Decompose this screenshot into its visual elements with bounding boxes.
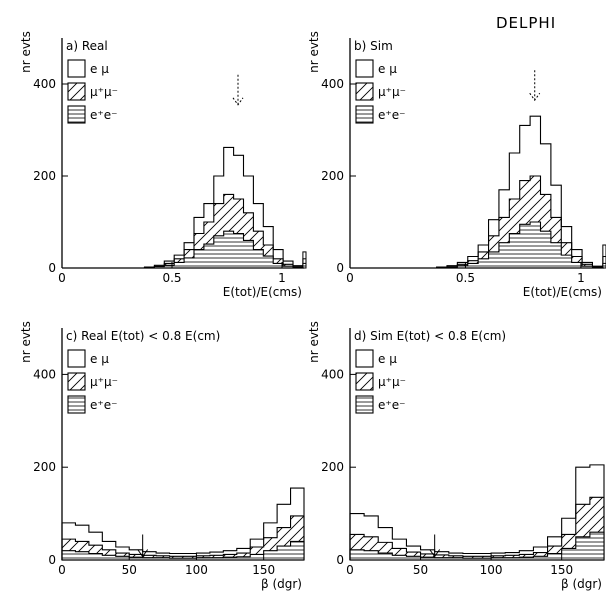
panel-title: d) Sim E(tot) < 0.8 E(cm) — [354, 329, 506, 343]
panel-c: 0 200 400 0 50 100 150 nr evts β (dgr) c) Real E(… — [19, 321, 305, 591]
legend-label: μ⁺μ⁻ — [90, 85, 118, 99]
legend-swatch-diagonal — [67, 82, 86, 101]
x-tick-label: 50 — [122, 563, 137, 577]
x-tick-label: 50 — [413, 563, 428, 577]
legend-label: e⁺e⁻ — [378, 398, 405, 412]
x-tick-label: 100 — [185, 563, 208, 577]
x-tick-label: 0 — [346, 563, 354, 577]
panel-title: b) Sim — [354, 39, 393, 53]
delphi-label: DELPHI — [496, 14, 557, 32]
y-tick-label: 400 — [321, 77, 344, 91]
x-tick-label: 0 — [58, 563, 66, 577]
panel-d: 0 200 400 0 50 100 150 nr evts β (dgr) d) Sim E(t… — [307, 321, 605, 591]
y-tick-label: 0 — [336, 261, 344, 275]
x-tick-label: 100 — [480, 563, 503, 577]
legend-swatch-none — [355, 349, 374, 368]
hist-horizontal-a — [143, 230, 304, 269]
legend-swatch-none — [67, 59, 86, 78]
y-tick-label: 200 — [321, 460, 344, 474]
y-tick-label: 200 — [321, 169, 344, 183]
legend-swatch-none — [355, 59, 374, 78]
legend-swatch-diagonal — [355, 82, 374, 101]
x-tick-label: 1 — [577, 271, 585, 285]
legend-label: e μ — [378, 62, 397, 76]
y-tick-label: 0 — [48, 261, 56, 275]
x-axis-label: β (dgr) — [261, 577, 302, 591]
legend-swatch-horizontal — [355, 395, 374, 414]
legend-label: μ⁺μ⁻ — [378, 375, 406, 389]
x-axis-label: E(tot)/E(cms) — [223, 285, 302, 299]
legend-label: e μ — [90, 352, 109, 366]
arrow-head — [137, 549, 149, 558]
panel-b: 0 200 400 0 0.5 1 nr evts E(tot)/E(cms) b) Sim e … — [307, 31, 606, 299]
arrow-head — [529, 92, 541, 102]
y-axis-label: nr evts — [19, 31, 33, 73]
x-tick-label: 0.5 — [162, 271, 181, 285]
legend-swatch-horizontal — [67, 105, 86, 124]
hist-none-c — [61, 487, 305, 561]
y-axis-label: nr evts — [307, 31, 321, 73]
x-axis-label: E(tot)/E(cms) — [523, 285, 602, 299]
y-axis-label: nr evts — [307, 321, 321, 363]
x-tick-label: 1 — [278, 271, 286, 285]
arrow-head — [232, 97, 244, 106]
hist-horizontal-d — [349, 531, 605, 561]
hist-none-d — [349, 464, 605, 561]
legend-label: e⁺e⁻ — [378, 108, 405, 122]
legend-swatch-none — [67, 349, 86, 368]
legend-label: e μ — [90, 62, 109, 76]
hist-none-b — [436, 115, 604, 269]
y-tick-label: 200 — [33, 460, 56, 474]
x-tick-label: 150 — [550, 563, 573, 577]
hist-none-a — [143, 146, 304, 269]
overflow-bin-b-2 — [602, 262, 606, 269]
hist-horizontal-b — [436, 221, 604, 269]
x-axis-label: β (dgr) — [561, 577, 602, 591]
y-tick-label: 200 — [33, 169, 56, 183]
y-tick-label: 0 — [48, 553, 56, 567]
x-tick-label: 0.5 — [456, 271, 475, 285]
legend-label: e μ — [378, 352, 397, 366]
y-tick-label: 400 — [321, 367, 344, 381]
legend-label: μ⁺μ⁻ — [378, 85, 406, 99]
legend-swatch-diagonal — [67, 372, 86, 391]
legend-swatch-horizontal — [67, 395, 86, 414]
y-tick-label: 0 — [336, 553, 344, 567]
legend-swatch-diagonal — [355, 372, 374, 391]
panel-a: 0 200 400 0 0.5 1 nr evts E(tot)/E(cms) a) Real e… — [19, 31, 307, 299]
panel-title: a) Real — [66, 39, 108, 53]
arrow-head — [429, 549, 441, 558]
legend-label: μ⁺μ⁻ — [90, 375, 118, 389]
legend-label: e⁺e⁻ — [90, 108, 117, 122]
y-tick-label: 400 — [33, 77, 56, 91]
panel-title: c) Real E(tot) < 0.8 E(cm) — [66, 329, 220, 343]
y-axis-label: nr evts — [19, 321, 33, 363]
x-tick-label: 0 — [58, 271, 66, 285]
hist-horizontal-c — [61, 540, 305, 561]
x-tick-label: 0 — [346, 271, 354, 285]
legend-swatch-horizontal — [355, 105, 374, 124]
legend-label: e⁺e⁻ — [90, 398, 117, 412]
y-tick-label: 400 — [33, 367, 56, 381]
x-tick-label: 150 — [252, 563, 275, 577]
overflow-bin-a-2 — [302, 262, 307, 269]
